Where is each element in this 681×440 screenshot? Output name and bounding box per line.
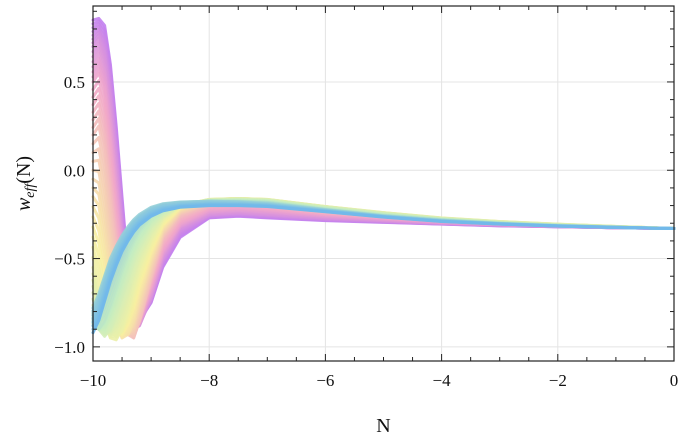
curve-line [91,61,676,335]
grid-lines [92,6,675,361]
curve-line [91,147,676,336]
y-axis-label-main: w [13,197,35,211]
y-tick-label: 0.5 [64,73,85,92]
curve-line [91,30,676,327]
curve-line [91,22,676,324]
y-tick-label: 0.0 [64,161,85,180]
curve-line [91,28,676,325]
curve-line [91,41,676,332]
curve-line [91,51,676,333]
curve-bundle [91,16,676,342]
curve-line [91,19,676,323]
plot-frame [92,5,675,362]
x-tick-label: 0 [670,371,679,390]
y-axis-label-suffix: (N) [13,156,35,184]
curve-line [91,46,676,333]
curve-line [91,16,676,322]
y-axis-label: weff(N) [13,156,38,211]
tick-marks [92,6,675,361]
x-tick-label: −6 [316,371,334,390]
x-tick-label: −10 [80,371,107,390]
x-tick-label: −4 [433,371,452,390]
tick-labels: −10 −8 −6 −4 −2 0 0.5 0.0 −0.5 −1.0 [54,73,678,390]
curve-line [91,56,676,334]
y-tick-label: −0.5 [54,250,85,269]
curve-line [91,168,676,336]
curve-line [91,33,676,329]
curve-line [91,158,676,336]
y-axis-label-sub: eff [23,182,38,198]
x-tick-label: −8 [200,371,218,390]
y-tick-label: −1.0 [54,338,85,357]
x-tick-label: −2 [549,371,567,390]
curve-line [91,25,676,325]
x-axis-label: N [376,415,390,437]
curve-line [91,204,676,335]
